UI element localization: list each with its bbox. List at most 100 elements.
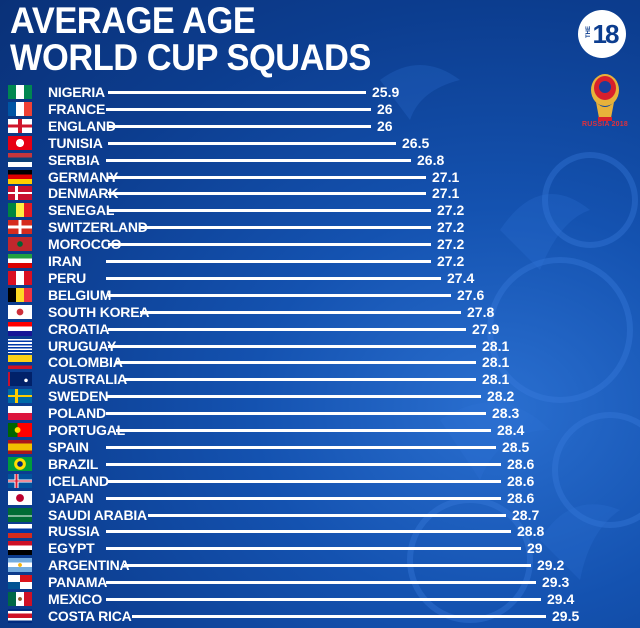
value-label: 27.4 — [447, 269, 475, 286]
country-label: IRAN — [48, 253, 82, 269]
australia-flag-icon — [8, 372, 32, 387]
bar — [106, 395, 481, 399]
country-label: JAPAN — [48, 489, 94, 506]
value-label: 26 — [377, 100, 393, 117]
value-label: 28.6 — [507, 489, 535, 506]
country-label: ENGLAND — [48, 117, 116, 134]
the18-logo: THE 18 — [578, 10, 626, 58]
country-label: BELGIUM — [48, 286, 112, 303]
peru-flag-icon — [8, 270, 32, 285]
bar — [108, 344, 476, 348]
value-label: 26 — [377, 117, 393, 134]
switzerland-flag-icon — [8, 220, 32, 235]
chart-title: AVERAGE AGE WORLD CUP SQUADS — [10, 2, 371, 76]
value-label: 29.2 — [537, 557, 565, 574]
bar — [108, 175, 426, 179]
nigeria-flag-icon — [8, 85, 32, 99]
bar — [106, 158, 411, 162]
denmark-flag-icon — [8, 186, 32, 201]
mexico-flag-icon — [8, 592, 32, 606]
country-label: FRANCE — [48, 100, 106, 117]
country-label: ICELAND — [48, 472, 109, 489]
value-label: 28.6 — [507, 455, 535, 472]
value-label: 28.7 — [512, 506, 540, 523]
bar — [106, 276, 441, 280]
england-flag-icon — [8, 118, 32, 133]
iceland-flag-icon — [8, 473, 32, 488]
morocco-flag-icon — [8, 237, 32, 252]
country-label: SOUTH KOREA — [48, 303, 150, 320]
tournament-caption: RUSSIA 2018 — [582, 121, 628, 128]
bar — [148, 513, 506, 517]
value-label: 26.8 — [417, 151, 445, 168]
value-label: 29.4 — [547, 591, 575, 607]
country-label: SAUDI ARABIA — [48, 506, 147, 523]
value-label: 27.2 — [437, 202, 465, 219]
japan-flag-icon — [8, 490, 32, 505]
country-label: SERBIA — [48, 151, 100, 168]
bar — [108, 124, 371, 128]
value-label: 27.9 — [472, 320, 500, 337]
country-label: COSTA RICA — [48, 607, 132, 624]
bar — [116, 361, 476, 365]
value-label: 27.1 — [432, 168, 460, 185]
country-label: PORTUGAL — [48, 422, 125, 438]
costa-rica-flag-icon — [8, 608, 32, 623]
country-label: MEXICO — [48, 591, 103, 607]
bar — [132, 614, 546, 618]
tunisia-flag-icon — [8, 135, 32, 150]
the18-logo-number: 18 — [592, 18, 620, 49]
country-label: NIGERIA — [48, 84, 105, 100]
poland-flag-icon — [8, 406, 32, 421]
russia-flag-icon — [8, 524, 32, 539]
bar — [140, 226, 431, 230]
country-label: PERU — [48, 269, 87, 286]
country-label: SENEGAL — [48, 202, 115, 219]
spain-flag-icon — [8, 439, 32, 454]
country-label: TUNISIA — [48, 134, 103, 151]
value-label: 28.1 — [482, 371, 510, 388]
bar — [106, 547, 521, 551]
belgium-flag-icon — [8, 287, 32, 302]
country-label: COLOMBIA — [48, 354, 123, 371]
value-label: 29.3 — [542, 574, 570, 591]
colombia-flag-icon — [8, 355, 32, 370]
country-label: DENMARK — [48, 185, 119, 202]
value-label: 28.1 — [482, 337, 510, 354]
panama-flag-icon — [8, 575, 32, 590]
value-label: 28.5 — [502, 438, 530, 455]
bar — [124, 564, 531, 568]
value-label: 27.2 — [437, 253, 465, 269]
sweden-flag-icon — [8, 389, 32, 404]
croatia-flag-icon — [8, 321, 32, 336]
country-label: SWITZERLAND — [48, 219, 148, 236]
value-label: 29 — [527, 540, 543, 557]
country-label: URUGUAY — [48, 337, 117, 354]
country-label: CROATIA — [48, 320, 110, 337]
bar — [106, 260, 431, 263]
bar — [106, 496, 501, 500]
bar — [106, 412, 486, 416]
value-label: 27.6 — [457, 286, 485, 303]
value-label: 29.5 — [552, 607, 580, 624]
senegal-flag-icon — [8, 203, 32, 218]
country-label: MOROCCO — [48, 236, 122, 253]
brazil-flag-icon — [8, 456, 32, 471]
world-cup-emblem-icon — [591, 74, 619, 121]
title-line-2: WORLD CUP SQUADS — [10, 37, 371, 78]
value-label: 27.2 — [437, 219, 465, 236]
value-label: 28.1 — [482, 354, 510, 371]
country-label: SWEDEN — [48, 388, 109, 405]
value-label: 28.2 — [487, 388, 515, 405]
bar — [108, 91, 366, 94]
value-label: 28.4 — [497, 422, 525, 438]
bar — [116, 429, 491, 432]
bar — [106, 530, 511, 534]
value-label: 25.9 — [372, 84, 400, 100]
bar — [106, 445, 496, 449]
bar — [108, 327, 466, 331]
country-label: RUSSIA — [48, 523, 100, 540]
bar — [106, 598, 541, 601]
bar — [108, 209, 431, 213]
